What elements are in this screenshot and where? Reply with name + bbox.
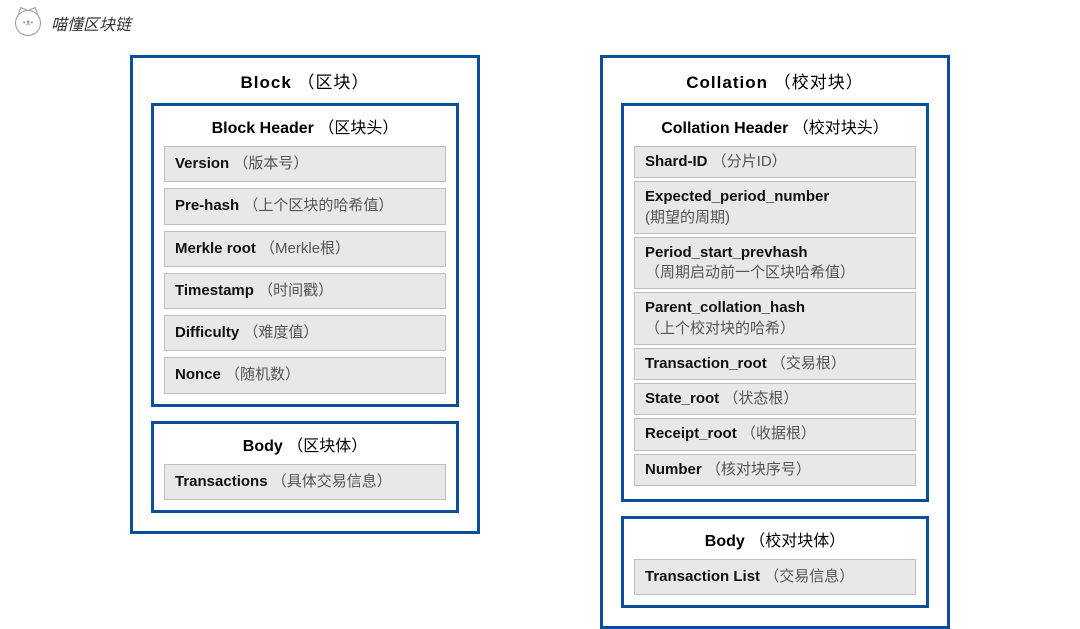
field-label-en: Merkle root [175, 240, 256, 257]
field-row: Receipt_root （收据根） [634, 418, 916, 450]
field-row: Version （版本号） [164, 146, 446, 182]
collation-header-title: Collation Header （校对块头） [634, 114, 916, 138]
field-label-en: Timestamp [175, 282, 254, 299]
field-label-cn: （难度值） [239, 324, 318, 341]
field-label-cn: （版本号） [229, 155, 308, 172]
field-row: Merkle root （Merkle根） [164, 231, 446, 267]
field-row: State_root （状态根） [634, 383, 916, 415]
field-label-en: State_root [645, 390, 719, 407]
field-label-en: Period_start_prevhash [645, 243, 905, 263]
field-label-cn: (期望的周期) [645, 208, 905, 228]
field-row: Expected_period_number(期望的周期) [634, 181, 916, 234]
field-label-en: Receipt_root [645, 425, 737, 442]
field-label-en: Transaction_root [645, 355, 767, 372]
field-row: Period_start_prevhash（周期启动前一个区块哈希值） [634, 237, 916, 290]
field-row: Number （核对块序号） [634, 454, 916, 486]
block-title: Block （区块） [151, 68, 459, 93]
field-label-cn: （上个区块的哈希值） [239, 197, 393, 214]
block-diagram: Block （区块） Block Header （区块头） Version （版… [130, 55, 480, 629]
block-header-title: Block Header （区块头） [164, 114, 446, 138]
field-label-cn: （时间戳） [254, 282, 333, 299]
block-outer-box: Block （区块） Block Header （区块头） Version （版… [130, 55, 480, 534]
field-row: Transaction List （交易信息） [634, 559, 916, 595]
field-label-en: Transactions [175, 473, 268, 490]
collation-title: Collation （校对块） [621, 68, 929, 93]
collation-body-fields: Transaction List （交易信息） [634, 559, 916, 595]
field-label-en: Parent_collation_hash [645, 298, 905, 318]
block-header-title-cn: （区块头） [318, 120, 398, 137]
field-label-cn: （周期启动前一个区块哈希值） [645, 263, 905, 283]
collation-header-title-cn: （校对块头） [793, 120, 889, 137]
collation-diagram: Collation （校对块） Collation Header （校对块头） … [600, 55, 950, 629]
block-body-title: Body （区块体） [164, 432, 446, 456]
field-label-cn: （状态根） [719, 390, 798, 407]
page-header: •ᴥ• 喵懂区块链 [15, 10, 131, 36]
field-label-en: Shard-ID [645, 153, 708, 170]
collation-header-title-en: Collation Header [661, 120, 788, 137]
field-label-cn: （具体交易信息） [268, 473, 392, 490]
field-label-cn: （Merkle根） [256, 240, 350, 257]
block-header-title-en: Block Header [212, 120, 314, 137]
block-body-title-cn: （区块体） [287, 438, 367, 455]
field-row: Parent_collation_hash（上个校对块的哈希） [634, 292, 916, 345]
field-label-cn: （交易根） [767, 355, 846, 372]
diagram-container: Block （区块） Block Header （区块头） Version （版… [0, 55, 1080, 629]
field-label-cn: （交易信息） [760, 568, 854, 585]
field-row: Transactions （具体交易信息） [164, 464, 446, 500]
collation-body-box: Body （校对块体） Transaction List （交易信息） [621, 516, 929, 608]
collation-outer-box: Collation （校对块） Collation Header （校对块头） … [600, 55, 950, 629]
field-label-cn: （收据根） [737, 425, 816, 442]
field-label-cn: （核对块序号） [702, 461, 811, 478]
page-title: 喵懂区块链 [51, 11, 131, 35]
field-row: Nonce （随机数） [164, 357, 446, 393]
field-label-en: Version [175, 155, 229, 172]
field-row: Shard-ID （分片ID） [634, 146, 916, 178]
block-body-title-en: Body [243, 438, 283, 455]
field-label-cn: （随机数） [221, 366, 300, 383]
collation-title-en: Collation [686, 73, 768, 92]
cat-logo-icon: •ᴥ• [15, 10, 41, 36]
collation-header-fields: Shard-ID （分片ID）Expected_period_number(期望… [634, 146, 916, 486]
field-label-cn: （上个校对块的哈希） [645, 319, 905, 339]
block-body-box: Body （区块体） Transactions （具体交易信息） [151, 421, 459, 513]
field-label-cn: （分片ID） [708, 153, 787, 170]
block-header-box: Block Header （区块头） Version （版本号） Pre-hash… [151, 103, 459, 407]
collation-body-title: Body （校对块体） [634, 527, 916, 551]
field-row: Transaction_root （交易根） [634, 348, 916, 380]
field-label-en: Transaction List [645, 568, 760, 585]
collation-body-title-en: Body [705, 533, 745, 550]
field-row: Timestamp （时间戳） [164, 273, 446, 309]
field-label-en: Pre-hash [175, 197, 239, 214]
block-title-en: Block [240, 73, 291, 92]
field-label-en: Expected_period_number [645, 187, 905, 207]
block-body-fields: Transactions （具体交易信息） [164, 464, 446, 500]
field-label-en: Nonce [175, 366, 221, 383]
field-row: Pre-hash （上个区块的哈希值） [164, 188, 446, 224]
block-title-cn: （区块） [298, 73, 370, 92]
field-label-en: Number [645, 461, 702, 478]
collation-header-box: Collation Header （校对块头） Shard-ID （分片ID）E… [621, 103, 929, 502]
collation-body-title-cn: （校对块体） [749, 533, 845, 550]
cat-face-icon: •ᴥ• [23, 19, 33, 27]
field-row: Difficulty （难度值） [164, 315, 446, 351]
collation-title-cn: （校对块） [774, 73, 864, 92]
field-label-en: Difficulty [175, 324, 239, 341]
block-header-fields: Version （版本号） Pre-hash （上个区块的哈希值） Merkle r… [164, 146, 446, 394]
